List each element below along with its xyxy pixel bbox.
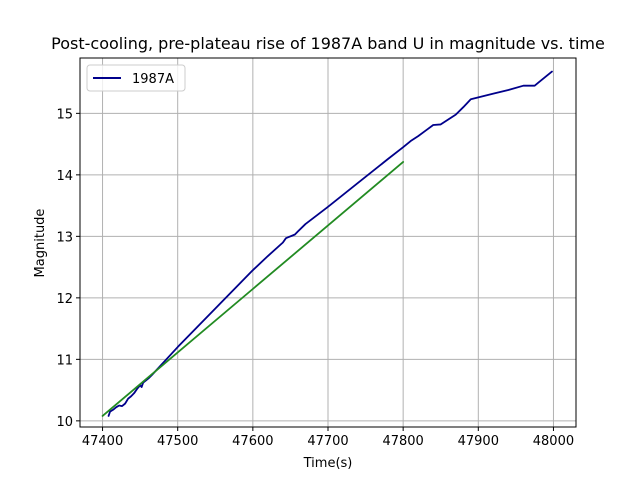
axis-ticks: 47400 47500 47600 47700 47800 47900 48000 10 11 1… xyxy=(56,107,574,449)
series-line-1987a xyxy=(107,70,553,417)
x-tick-label: 47600 xyxy=(232,434,273,449)
legend-box xyxy=(86,64,186,92)
grid-lines xyxy=(80,58,576,427)
x-tick-label: 47400 xyxy=(82,434,123,449)
chart-title: Post-cooling, pre-plateau rise of 1987A … xyxy=(51,34,605,53)
y-tick-label: 11 xyxy=(56,353,73,368)
x-tick-label: 48000 xyxy=(533,434,574,449)
y-tick-label: 14 xyxy=(56,169,73,184)
data-series xyxy=(101,70,553,417)
x-tick-label: 47500 xyxy=(157,434,198,449)
y-tick-label: 10 xyxy=(56,415,73,430)
y-tick-label: 12 xyxy=(56,292,73,307)
y-tick-label: 15 xyxy=(56,107,73,122)
x-axis-label: Time(s) xyxy=(303,456,353,471)
y-tick-label: 13 xyxy=(56,230,73,245)
x-tick-label: 47900 xyxy=(458,434,499,449)
series-line-series-2 xyxy=(101,161,405,417)
legend-label-1987a: 1987A xyxy=(132,72,174,87)
legend: 1987A xyxy=(86,64,186,92)
x-tick-label: 47800 xyxy=(382,434,423,449)
y-axis-label: Magnitude xyxy=(33,209,48,278)
x-tick-label: 47700 xyxy=(307,434,348,449)
